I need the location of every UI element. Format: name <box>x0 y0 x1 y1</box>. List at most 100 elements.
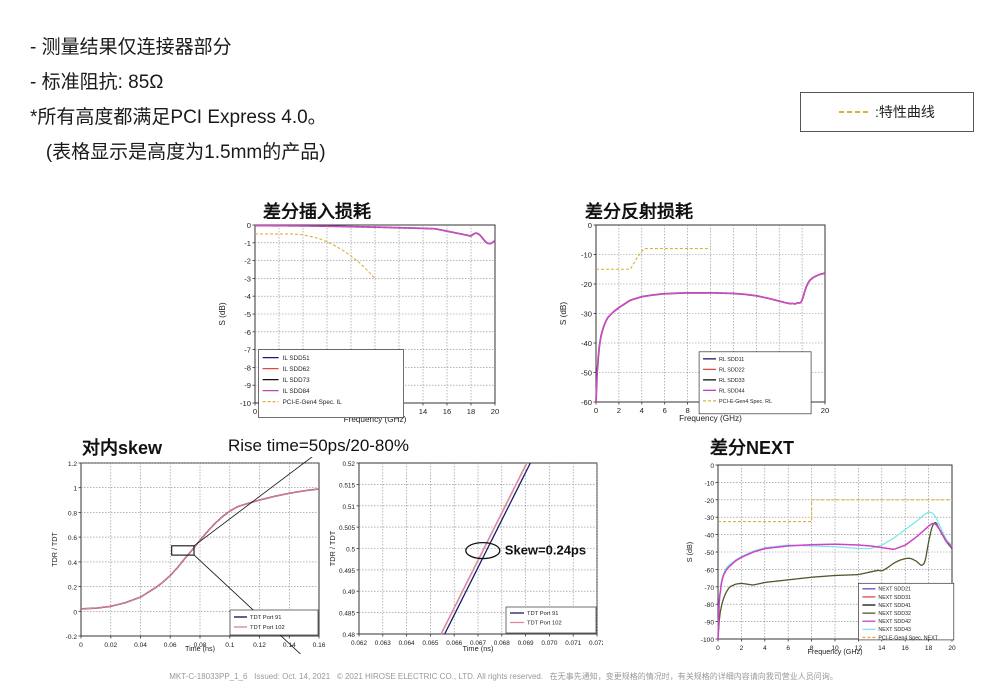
svg-text:0.48: 0.48 <box>343 632 356 639</box>
svg-text:-80: -80 <box>704 602 714 609</box>
svg-text:0.04: 0.04 <box>134 642 147 649</box>
svg-text:IL SDD51: IL SDD51 <box>283 355 311 362</box>
svg-text:TDR / TDT: TDR / TDT <box>50 532 59 567</box>
svg-text:-10: -10 <box>240 399 251 408</box>
svg-text:14: 14 <box>878 645 886 652</box>
svg-text:-90: -90 <box>704 620 714 627</box>
svg-text:-70: -70 <box>704 585 714 592</box>
svg-text:NEXT SDD41: NEXT SDD41 <box>878 603 911 609</box>
svg-text:0.8: 0.8 <box>68 510 77 517</box>
svg-text:NEXT SDD31: NEXT SDD31 <box>878 595 911 601</box>
svg-text:4: 4 <box>763 645 767 652</box>
svg-text:IL SDD62: IL SDD62 <box>283 366 311 373</box>
svg-text:0.6: 0.6 <box>68 535 77 542</box>
svg-text:NEXT SDD42: NEXT SDD42 <box>878 619 911 625</box>
svg-text:1.2: 1.2 <box>68 461 77 468</box>
svg-text:18: 18 <box>925 645 933 652</box>
svg-text:0.485: 0.485 <box>339 611 355 618</box>
svg-text:4: 4 <box>640 406 644 415</box>
svg-text:RL SDD11: RL SDD11 <box>719 357 744 363</box>
svg-text:16: 16 <box>443 407 451 416</box>
svg-text:0.5: 0.5 <box>346 547 355 554</box>
svg-text:NEXT SDD43: NEXT SDD43 <box>878 627 911 633</box>
svg-text:S (dB): S (dB) <box>559 302 568 325</box>
svg-text:-30: -30 <box>581 310 592 319</box>
svg-text:0: 0 <box>247 221 251 230</box>
svg-text:0: 0 <box>253 407 257 416</box>
svg-text:IL SDD84: IL SDD84 <box>283 388 311 395</box>
svg-text:0: 0 <box>73 609 77 616</box>
svg-text:0.062: 0.062 <box>351 640 367 647</box>
svg-text:-60: -60 <box>581 398 592 407</box>
svg-text:-50: -50 <box>581 369 592 378</box>
svg-text:Skew=0.24ps: Skew=0.24ps <box>505 543 586 558</box>
svg-text:-1: -1 <box>244 239 251 248</box>
svg-text:2: 2 <box>740 645 744 652</box>
svg-text:TDT Port 102: TDT Port 102 <box>250 625 285 631</box>
svg-text:NEXT SDD21: NEXT SDD21 <box>878 587 911 593</box>
svg-text:-0.2: -0.2 <box>66 634 78 641</box>
svg-text:0.16: 0.16 <box>313 642 325 649</box>
svg-text:0.068: 0.068 <box>494 640 510 647</box>
svg-text:0: 0 <box>710 463 714 470</box>
svg-text:TDT Port 102: TDT Port 102 <box>527 621 562 627</box>
svg-text:0.071: 0.071 <box>565 640 581 647</box>
svg-text:-40: -40 <box>704 533 714 540</box>
svg-text:TDR / TDT: TDR / TDT <box>328 530 337 566</box>
svg-text:S (dB): S (dB) <box>685 542 694 562</box>
svg-text:Frequency (GHz): Frequency (GHz) <box>679 414 742 423</box>
svg-text:0.51: 0.51 <box>343 504 356 511</box>
svg-text:18: 18 <box>467 407 475 416</box>
svg-text:S (dB): S (dB) <box>218 302 227 325</box>
svg-text:-2: -2 <box>244 257 251 266</box>
svg-text:-30: -30 <box>704 515 714 522</box>
svg-text:0.2: 0.2 <box>68 585 77 592</box>
svg-text:1: 1 <box>73 486 77 493</box>
svg-text:-10: -10 <box>581 251 592 260</box>
svg-text:2: 2 <box>617 406 621 415</box>
svg-text:-4: -4 <box>244 292 251 301</box>
svg-text:0.070: 0.070 <box>541 640 557 647</box>
svg-text:0.4: 0.4 <box>68 560 77 567</box>
svg-text:TDT Port 91: TDT Port 91 <box>527 611 558 617</box>
svg-text:-60: -60 <box>704 567 714 574</box>
svg-text:0: 0 <box>594 406 598 415</box>
svg-text:0.06: 0.06 <box>164 642 177 649</box>
svg-text:-20: -20 <box>704 498 714 505</box>
svg-text:-20: -20 <box>581 280 592 289</box>
svg-text:NEXT SDD32: NEXT SDD32 <box>878 611 911 617</box>
svg-text:-9: -9 <box>244 381 251 390</box>
svg-text:-100: -100 <box>701 637 715 644</box>
svg-text:0.1: 0.1 <box>225 642 234 649</box>
svg-text:0: 0 <box>716 645 720 652</box>
svg-text:0.12: 0.12 <box>253 642 266 649</box>
svg-text:-3: -3 <box>244 274 251 283</box>
svg-text:0.49: 0.49 <box>343 589 356 596</box>
svg-text:0.495: 0.495 <box>339 568 355 575</box>
svg-text:-50: -50 <box>704 550 714 557</box>
svg-text:Time (ns): Time (ns) <box>185 644 215 653</box>
svg-text:TDT Port 91: TDT Port 91 <box>250 615 281 621</box>
svg-text:0: 0 <box>79 642 83 649</box>
svg-text:0.515: 0.515 <box>339 482 355 489</box>
svg-text:0.066: 0.066 <box>446 640 462 647</box>
svg-text:PCI-E-Gen4 Spec. RL: PCI-E-Gen4 Spec. RL <box>719 399 772 405</box>
svg-text:0.505: 0.505 <box>339 525 355 532</box>
svg-text:RL SDD44: RL SDD44 <box>719 389 745 395</box>
svg-text:0.065: 0.065 <box>422 640 438 647</box>
svg-text:-8: -8 <box>244 363 251 372</box>
svg-text:RL SDD22: RL SDD22 <box>719 368 745 374</box>
svg-text:RL SDD33: RL SDD33 <box>719 378 745 384</box>
svg-text:-6: -6 <box>244 328 251 337</box>
svg-text:Frequency (GHz): Frequency (GHz) <box>807 647 862 656</box>
svg-text:-5: -5 <box>244 310 251 319</box>
svg-text:20: 20 <box>491 407 499 416</box>
svg-text:0.064: 0.064 <box>399 640 415 647</box>
svg-text:20: 20 <box>948 645 956 652</box>
svg-text:20: 20 <box>821 406 829 415</box>
svg-text:-40: -40 <box>581 339 592 348</box>
svg-text:0.072: 0.072 <box>589 640 603 647</box>
svg-text:0.063: 0.063 <box>375 640 391 647</box>
svg-text:Time (ns): Time (ns) <box>463 644 494 653</box>
svg-text:0.52: 0.52 <box>343 461 356 468</box>
